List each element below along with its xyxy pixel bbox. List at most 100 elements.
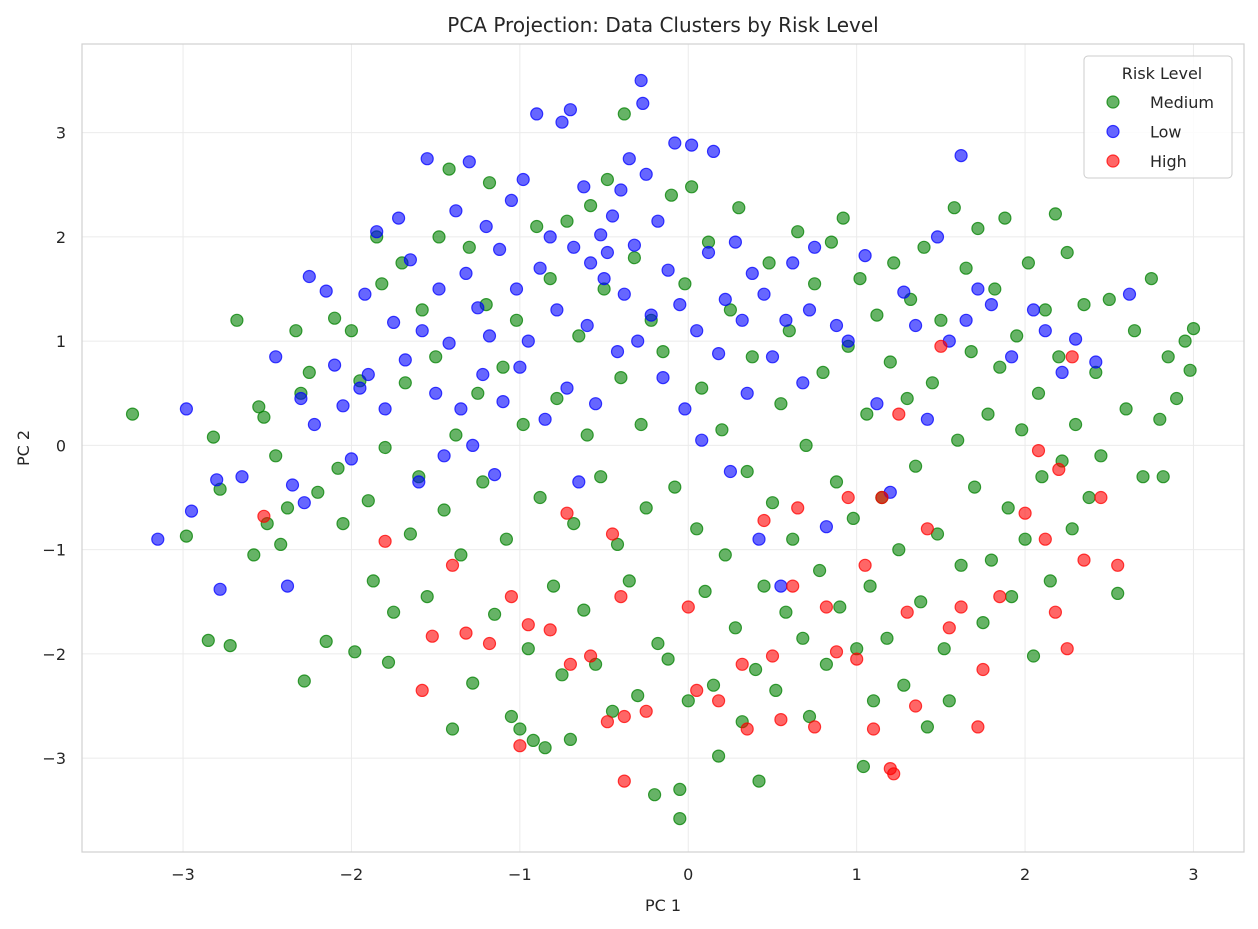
point-medium: [947, 201, 961, 215]
point-high: [583, 649, 598, 663]
point-medium: [344, 324, 358, 338]
point-low: [644, 308, 658, 322]
point-high: [1038, 532, 1052, 546]
point-high: [819, 600, 834, 614]
x-tick-label: −1: [508, 865, 532, 884]
point-medium: [908, 459, 923, 473]
point-high: [445, 558, 460, 572]
point-low: [572, 475, 586, 489]
point-medium: [833, 600, 847, 614]
point-low: [617, 287, 631, 301]
point-high: [908, 699, 923, 713]
point-medium: [415, 303, 429, 317]
plot-background: [82, 44, 1244, 852]
point-high: [459, 626, 473, 640]
point-medium: [1021, 256, 1036, 270]
point-medium: [976, 615, 990, 630]
point-medium: [1068, 417, 1083, 432]
point-low: [210, 473, 224, 487]
point-high: [765, 649, 780, 663]
point-medium: [496, 360, 510, 374]
point-low: [841, 334, 855, 348]
point-medium: [802, 709, 817, 724]
point-low: [577, 180, 591, 194]
point-low: [807, 240, 822, 254]
point-low: [796, 376, 810, 390]
point-medium: [1018, 532, 1032, 546]
point-medium: [656, 345, 670, 359]
point-low: [597, 272, 611, 286]
point-low: [1038, 324, 1052, 338]
point-low: [668, 136, 682, 150]
point-low: [353, 381, 367, 395]
point-low: [513, 360, 527, 374]
point-low: [757, 287, 771, 301]
point-medium: [745, 350, 759, 364]
point-medium: [1111, 586, 1125, 601]
point-high: [605, 527, 620, 541]
point-high: [425, 629, 439, 643]
point-low: [387, 315, 401, 329]
point-low: [294, 391, 308, 406]
point-medium: [1031, 386, 1046, 400]
point-medium: [934, 313, 948, 327]
point-high: [521, 618, 535, 632]
x-tick-labels: −3 −2 −1 0 1 2 3: [171, 865, 1198, 884]
x-tick-label: −3: [171, 865, 195, 884]
point-medium: [925, 376, 940, 390]
point-medium: [488, 607, 502, 621]
point-high: [841, 490, 855, 505]
point-low: [802, 303, 817, 317]
point-medium: [476, 475, 490, 489]
legend-marker-high: [1106, 154, 1120, 168]
point-medium: [892, 543, 906, 557]
point-medium: [594, 470, 608, 484]
point-low: [858, 249, 872, 263]
point-medium: [718, 548, 732, 562]
point-high: [600, 715, 615, 729]
point-medium: [668, 480, 682, 494]
point-medium: [631, 688, 645, 703]
point-medium: [504, 709, 518, 724]
point-low: [711, 347, 726, 361]
legend: Risk Level Medium Low High: [1083, 55, 1233, 179]
point-high: [415, 683, 429, 698]
point-high: [858, 558, 872, 572]
point-low: [567, 240, 581, 254]
point-low: [684, 138, 699, 152]
point-medium: [1004, 589, 1019, 604]
point-low: [307, 417, 321, 432]
point-medium: [348, 645, 362, 659]
point-medium: [639, 501, 653, 515]
point-low: [745, 266, 759, 280]
point-medium: [762, 256, 776, 270]
point-low: [420, 152, 434, 166]
point-low: [319, 284, 333, 298]
point-high: [892, 407, 906, 421]
point-medium: [622, 574, 636, 588]
point-low: [661, 263, 675, 277]
point-low: [285, 478, 300, 492]
point-low: [627, 238, 642, 252]
point-high: [735, 657, 749, 671]
point-low: [920, 412, 935, 426]
point-medium: [914, 595, 928, 609]
point-high: [560, 506, 574, 520]
point-low: [361, 367, 375, 382]
point-low: [636, 96, 650, 111]
point-medium: [319, 634, 333, 649]
point-medium: [1077, 298, 1091, 312]
point-low: [449, 204, 463, 218]
point-high: [563, 657, 578, 671]
point-low: [678, 402, 692, 416]
point-low: [897, 285, 911, 299]
point-low: [1068, 332, 1083, 346]
point-medium: [471, 386, 485, 400]
point-medium: [812, 563, 827, 578]
point-low: [786, 256, 800, 270]
point-medium: [546, 579, 561, 593]
point-high: [711, 694, 726, 708]
point-medium: [1161, 350, 1175, 364]
point-high: [971, 720, 985, 734]
point-medium: [796, 631, 810, 645]
